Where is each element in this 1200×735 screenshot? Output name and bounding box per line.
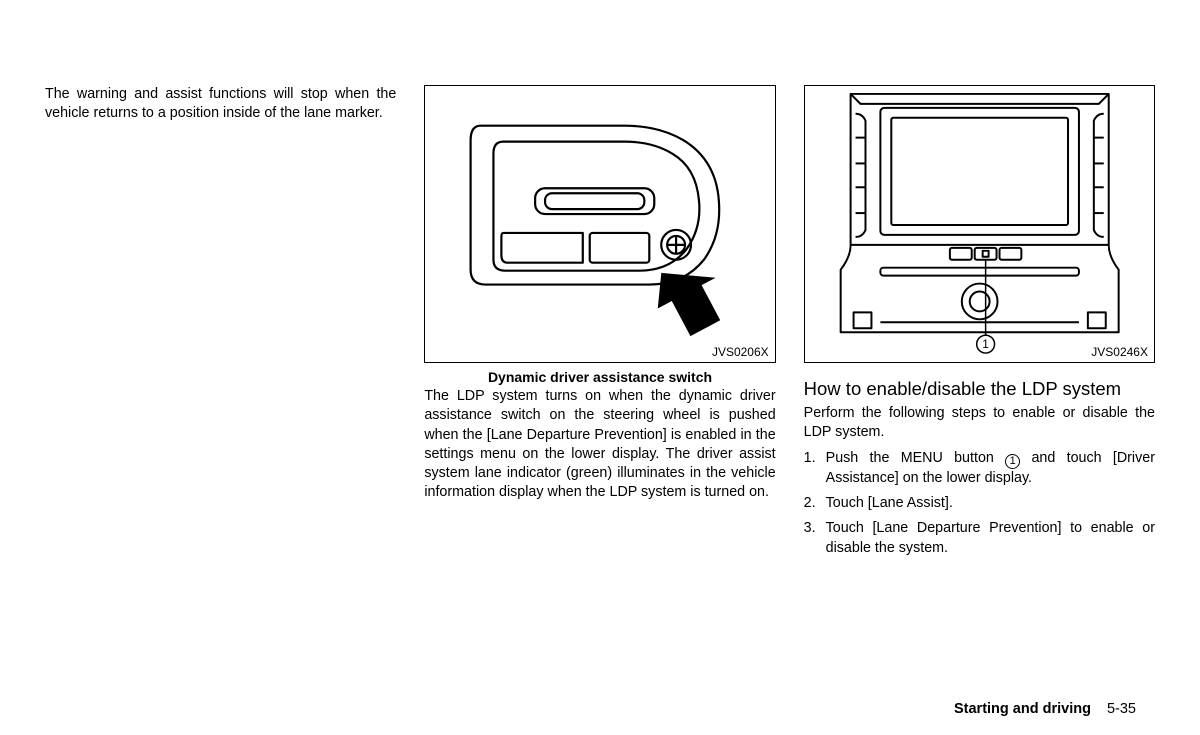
callout-number: 1 <box>982 337 989 351</box>
figure-caption: Dynamic driver assistance switch <box>424 369 775 385</box>
steps-list: Push the MENU button 1 and touch [Driver… <box>804 449 1155 558</box>
left-column: The warning and assist functions will st… <box>45 85 396 564</box>
right-column: 1 JVS0246X How to enable/disable the LDP… <box>804 85 1155 564</box>
footer-section: Starting and driving <box>954 701 1091 717</box>
page-content: The warning and assist functions will st… <box>45 85 1155 564</box>
middle-column: JVS0206X Dynamic driver assistance switc… <box>424 85 775 564</box>
right-heading: How to enable/disable the LDP system <box>804 377 1155 400</box>
step-1: Push the MENU button 1 and touch [Driver… <box>804 449 1155 488</box>
figure-center-console: 1 JVS0246X <box>804 85 1155 363</box>
figure-id-middle: JVS0206X <box>712 345 769 359</box>
left-paragraph: The warning and assist functions will st… <box>45 85 396 124</box>
step-2: Touch [Lane Assist]. <box>804 494 1155 513</box>
figure-steering-switch: JVS0206X <box>424 85 775 363</box>
figure-id-right: JVS0246X <box>1091 345 1148 359</box>
page-footer: Starting and driving 5-35 <box>954 701 1136 717</box>
right-intro: Perform the following steps to enable or… <box>804 404 1155 443</box>
middle-paragraph: The LDP system turns on when the dynamic… <box>424 387 775 503</box>
step-3: Touch [Lane Departure Prevention] to ena… <box>804 519 1155 558</box>
console-svg: 1 <box>805 86 1154 362</box>
footer-page: 5-35 <box>1107 701 1136 717</box>
step1-part-a: Push the MENU button <box>826 450 1006 466</box>
circled-num-icon: 1 <box>1005 454 1020 469</box>
steering-switch-svg <box>425 86 774 362</box>
